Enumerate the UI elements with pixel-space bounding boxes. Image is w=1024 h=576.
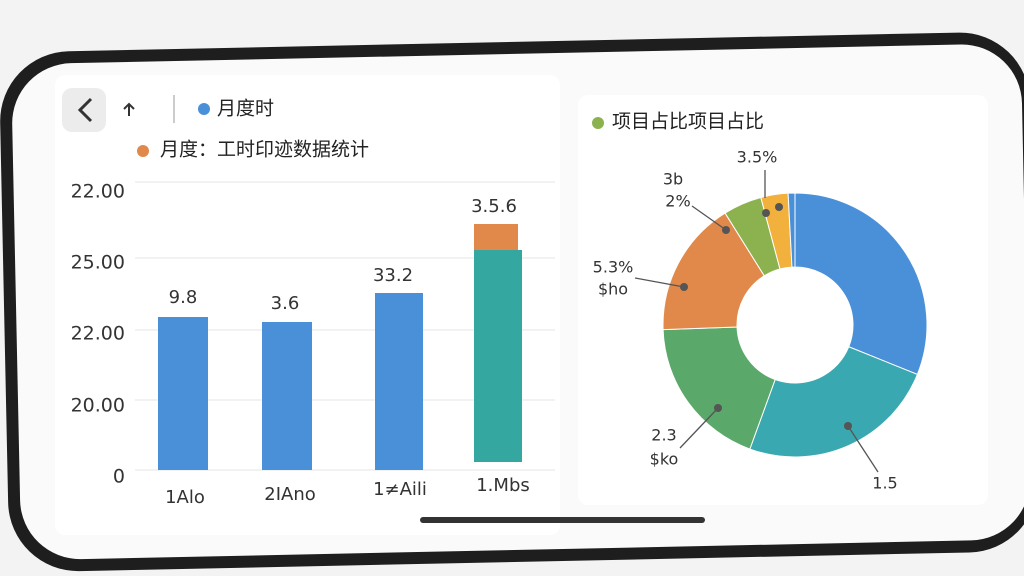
- legend-label: 月度：工时印迹数据统计: [160, 139, 369, 161]
- bar: [158, 317, 208, 470]
- x-label: 1.Mbs: [476, 475, 530, 496]
- up-icon[interactable]: [123, 102, 135, 116]
- bar: [262, 322, 312, 470]
- x-label: 1Alo: [165, 487, 205, 508]
- pie-label: 5.3%: [593, 258, 634, 277]
- legend-swatch: [198, 103, 210, 115]
- bar-label: 9.8: [169, 287, 198, 308]
- y-label: 0: [113, 466, 125, 488]
- leader-dot: [775, 203, 783, 211]
- donut-segment: [787, 192, 796, 268]
- legend-swatch: [137, 145, 149, 157]
- pie-label: $ko: [650, 450, 679, 469]
- back-button[interactable]: [62, 88, 106, 132]
- y-label: 20.00: [71, 395, 125, 417]
- donut-segment: [662, 212, 765, 331]
- x-label: 2IAno: [264, 484, 316, 505]
- leaders: [634, 170, 879, 473]
- y-label: 22.00: [71, 181, 125, 203]
- donut-segment: [749, 346, 919, 458]
- legend-swatch: [592, 117, 604, 129]
- donut-segment: [662, 326, 776, 450]
- leader-line: [847, 425, 879, 473]
- y-label: 25.00: [71, 252, 125, 274]
- bar-label: 3.5.6: [471, 196, 517, 217]
- leader-line: [691, 205, 727, 231]
- legend-label: 月度时: [217, 98, 274, 120]
- pie-title: 项目占比项目占比: [612, 111, 764, 133]
- pie-label: 1.5: [872, 474, 897, 493]
- donut-segment: [794, 192, 928, 376]
- leader-line: [634, 277, 685, 288]
- bar-segment: [474, 224, 518, 250]
- y-label: 22.00: [71, 323, 125, 345]
- home-indicator: [420, 517, 705, 523]
- bar: [474, 250, 522, 462]
- x-label: 1≠Aili: [373, 479, 427, 500]
- pie-label: 2%: [665, 192, 690, 211]
- bar-label: 33.2: [373, 265, 413, 286]
- bar: [375, 293, 423, 470]
- pie-label: 3b: [663, 170, 683, 189]
- leader-line: [679, 407, 719, 449]
- leader-dot: [762, 209, 770, 217]
- donut: [662, 192, 928, 458]
- bar-label: 3.6: [271, 293, 300, 314]
- pie-label: 2.3: [651, 426, 676, 445]
- pie-label: $ho: [598, 280, 628, 299]
- back-icon: [77, 97, 93, 123]
- pie-label: 3.5%: [737, 148, 778, 167]
